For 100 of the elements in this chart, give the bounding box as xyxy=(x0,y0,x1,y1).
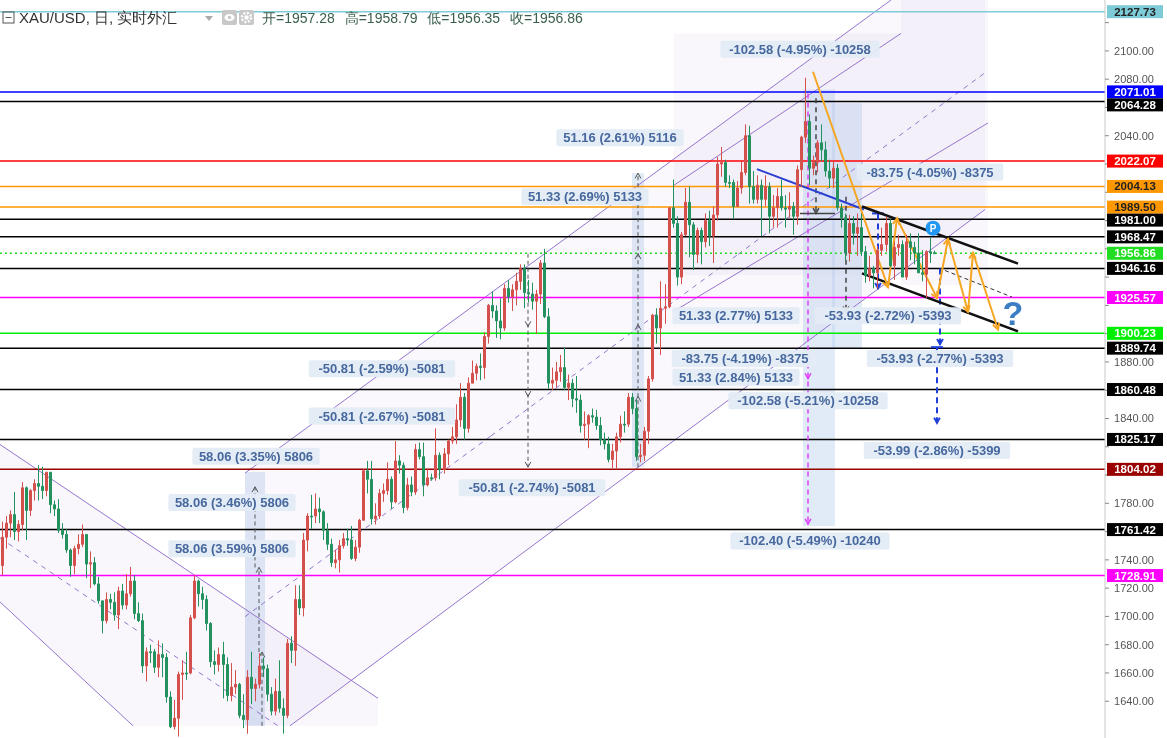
ref-line-label: 2127.73 xyxy=(1114,5,1156,18)
candlestick xyxy=(222,641,225,699)
candlestick xyxy=(390,475,393,510)
candlestick xyxy=(756,174,759,205)
candlestick xyxy=(872,265,875,289)
candlestick xyxy=(885,215,888,253)
candlestick xyxy=(85,533,88,579)
candlestick xyxy=(37,464,40,501)
candlestick xyxy=(856,212,859,257)
annotation: 51.33 (2.77%) 5133 xyxy=(678,308,794,324)
ref-line-label: 2071.01 xyxy=(1114,85,1157,98)
candlestick xyxy=(868,255,871,282)
ref-line-label: 1761.42 xyxy=(1114,523,1156,536)
candlestick xyxy=(49,471,52,514)
candlestick xyxy=(760,179,763,237)
candlestick xyxy=(732,179,735,220)
candlestick xyxy=(45,471,48,497)
candlestick xyxy=(704,212,707,248)
candlestick xyxy=(808,114,811,186)
annotation: -102.58 (-4.95%) -10258 xyxy=(729,41,871,57)
annotation: 51.16 (2.61%) 5116 xyxy=(563,130,677,146)
y-tick-label: 1840.00 xyxy=(1114,412,1154,425)
annotation: -50.81 (-2.74%) -5081 xyxy=(468,480,596,496)
annotation: 58.06 (3.35%) 5806 xyxy=(198,448,314,464)
ref-line-label: 2064.28 xyxy=(1114,98,1157,111)
candlestick xyxy=(117,586,120,630)
y-tick-label: 2100.00 xyxy=(1114,44,1154,57)
candlestick xyxy=(286,638,289,719)
annotation: -50.81 (-2.67%) -5081 xyxy=(318,408,446,424)
candlestick xyxy=(145,647,148,682)
candlestick xyxy=(197,579,200,608)
candlestick xyxy=(394,440,397,504)
candlestick xyxy=(929,237,932,264)
y-tick-label: 1700.00 xyxy=(1114,610,1154,623)
candlestick xyxy=(531,282,534,311)
text: 开=1957.28 高=1958.79 低=1956.35 收=1956.86 xyxy=(262,10,584,26)
candlestick xyxy=(848,214,851,263)
candlestick xyxy=(700,227,703,265)
y-tick-label: 1740.00 xyxy=(1114,553,1154,566)
ref-line-label: 2022.07 xyxy=(1114,155,1156,168)
ref-line-label: 1804.02 xyxy=(1114,463,1156,476)
candlestick xyxy=(422,442,425,497)
candlestick xyxy=(563,347,566,391)
candlestick xyxy=(298,584,301,616)
candlestick xyxy=(294,584,297,667)
candlestick xyxy=(105,591,108,624)
candlestick xyxy=(185,651,188,681)
candlestick xyxy=(426,468,429,487)
candlestick xyxy=(133,574,136,620)
annotation: -83.75 (-4.05%) -8375 xyxy=(866,164,994,180)
candlestick xyxy=(768,181,771,234)
candlestick xyxy=(153,648,156,674)
candlestick xyxy=(832,160,835,189)
candlestick xyxy=(507,279,510,304)
ref-line-label: 1860.48 xyxy=(1114,383,1157,396)
candlestick xyxy=(523,263,526,309)
candlestick xyxy=(157,639,160,678)
candlestick xyxy=(250,651,253,705)
y-tick-label: 1880.00 xyxy=(1114,355,1154,368)
candlestick xyxy=(748,125,751,205)
candlestick xyxy=(696,227,699,264)
candlestick xyxy=(434,427,437,482)
candlestick xyxy=(724,159,727,188)
candlestick xyxy=(901,239,904,278)
candlestick xyxy=(503,283,506,332)
annotation: -102.58 (-5.21%) -10258 xyxy=(737,393,879,409)
candlestick xyxy=(310,494,313,530)
annotation: P xyxy=(929,222,937,234)
annotation: -102.40 (-5.49%) -10240 xyxy=(739,533,881,549)
y-tick-label: 1780.00 xyxy=(1114,497,1154,510)
annotation: 51.33 (2.69%) 5133 xyxy=(527,189,643,205)
y-tick-label: 2080.00 xyxy=(1114,73,1154,86)
candlestick xyxy=(479,352,482,381)
candlestick xyxy=(89,550,92,589)
candlestick xyxy=(406,477,409,511)
candlestick xyxy=(567,374,570,401)
candlestick xyxy=(792,201,795,236)
ref-line-label: 1728.91 xyxy=(1114,569,1157,582)
annotation: 58.06 (3.46%) 5806 xyxy=(174,495,290,511)
ref-line-label: 1968.47 xyxy=(1114,230,1156,243)
y-tick-label: 2040.00 xyxy=(1114,129,1154,142)
candlestick xyxy=(587,413,590,449)
ref-line-label: 1925.57 xyxy=(1114,291,1156,304)
candlestick xyxy=(121,583,124,610)
annotation: -53.93 (-2.72%) -5393 xyxy=(824,308,952,324)
ref-line-label: 1956.86 xyxy=(1114,247,1156,260)
candlestick xyxy=(230,662,233,702)
candlestick xyxy=(113,591,116,622)
candlestick xyxy=(350,525,353,561)
annotation: -50.81 (-2.59%) -5081 xyxy=(318,361,446,377)
annotation: -83.75 (-4.19%) -8375 xyxy=(681,351,809,367)
candlestick xyxy=(499,297,502,340)
candlestick xyxy=(708,210,711,247)
annotation: 58.06 (3.59%) 5806 xyxy=(174,541,290,557)
candlestick xyxy=(217,647,220,673)
y-tick-label: 1720.00 xyxy=(1114,581,1154,594)
ref-line-label: 1989.50 xyxy=(1114,201,1156,214)
candlestick xyxy=(816,139,819,173)
ref-line-label: 1825.17 xyxy=(1114,433,1156,446)
candlestick xyxy=(274,678,277,716)
